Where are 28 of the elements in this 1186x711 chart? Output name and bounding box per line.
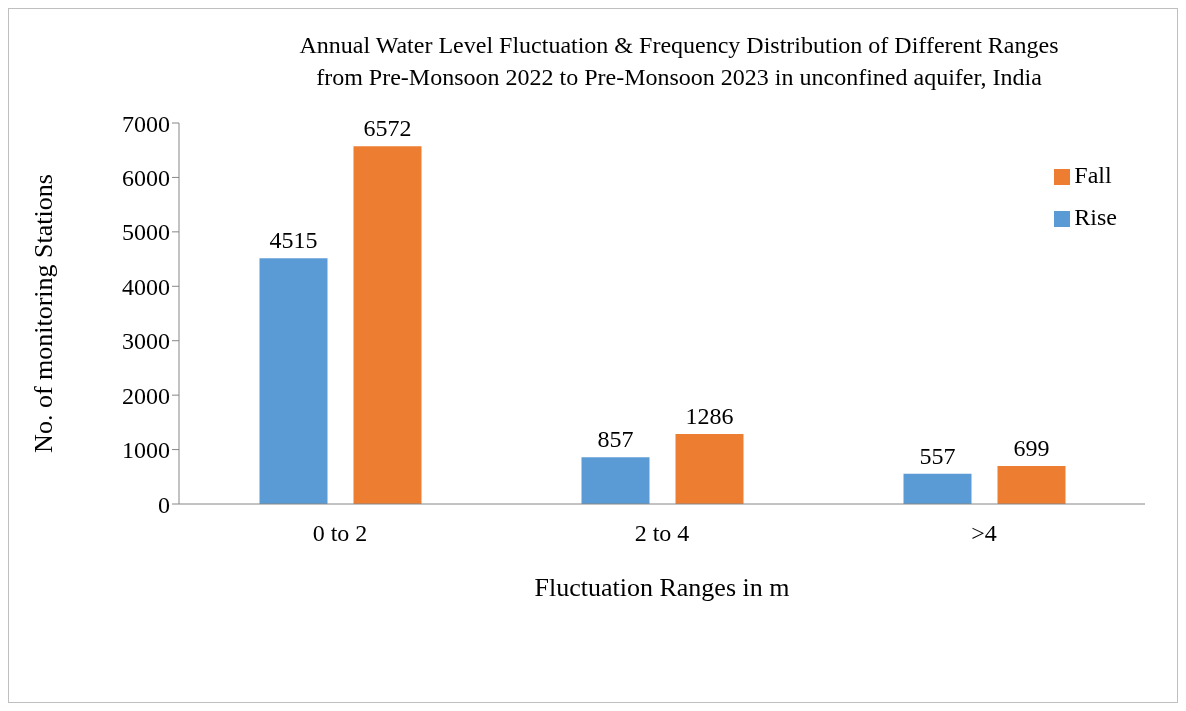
y-axis-title: No. of monitoring Stations [29,174,59,453]
bar [581,457,650,504]
data-label: 557 [919,442,956,469]
y-tick-label: 2000 [122,382,170,409]
y-tick-label: 5000 [122,219,170,246]
x-axis-title: Fluctuation Ranges in m [534,573,790,602]
bar [903,473,972,504]
bar [675,434,744,504]
legend-label: Rise [1074,204,1117,230]
x-tick-label: 0 to 2 [312,520,368,547]
chart-title: Annual Water Level Fluctuation & Frequency Distribution of Different Ranges from Pre-Monsoon 2022 to Pre-Monsoon 2023 in unconfined aquifer, India [298,31,1060,92]
y-tick-label: 1000 [122,437,170,464]
y-tick-label: 6000 [122,164,170,191]
data-label: 4515 [269,227,318,254]
legend-label: Fall [1074,162,1112,188]
y-tick-label: 4000 [122,273,170,300]
bar [259,258,328,504]
y-tick-label: 7000 [122,110,170,137]
data-label: 1286 [685,403,734,429]
data-label: 857 [597,426,634,453]
x-tick-label: 2 to 4 [634,520,690,547]
bar [353,146,422,504]
data-label: 6572 [363,115,412,142]
y-tick-label: 0 [158,491,170,518]
data-label: 699 [1013,434,1050,461]
bar [997,465,1066,504]
x-tick-label: >4 [971,520,997,547]
y-tick-label: 3000 [122,328,170,355]
